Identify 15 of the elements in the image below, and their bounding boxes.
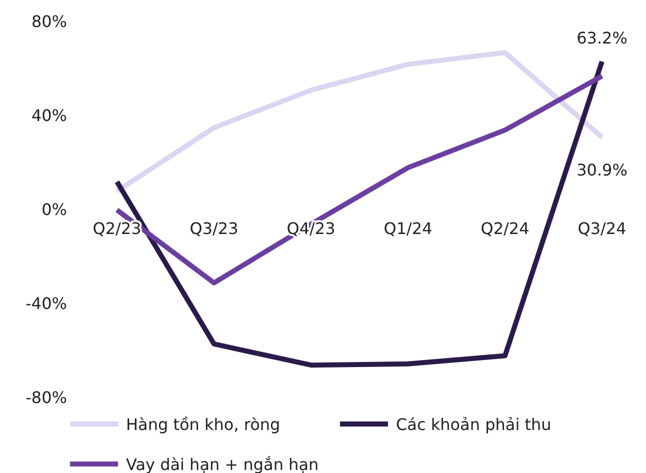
legend-label: Vay dài hạn + ngắn hạn [126,455,319,473]
x-tick-label: Q3/23 [190,218,238,238]
y-tick-label: -40% [26,294,67,314]
x-tick-label: Q2/23 [92,218,142,238]
legend-label: Các khoản phải thu [396,415,552,434]
y-tick-label: 40% [31,106,67,126]
x-tick-label: Q3/24 [578,218,626,238]
y-tick-label: -80% [26,388,67,408]
y-tick-label: 80% [31,12,67,32]
data-label: 63.2% [576,28,628,48]
x-tick-label: Q1/24 [384,218,432,238]
data-label: 30.9% [576,160,628,180]
x-tick-label: Q2/24 [480,218,530,238]
y-tick-label: 0% [42,200,67,220]
legend-label: Hàng tồn kho, ròng [126,415,280,434]
